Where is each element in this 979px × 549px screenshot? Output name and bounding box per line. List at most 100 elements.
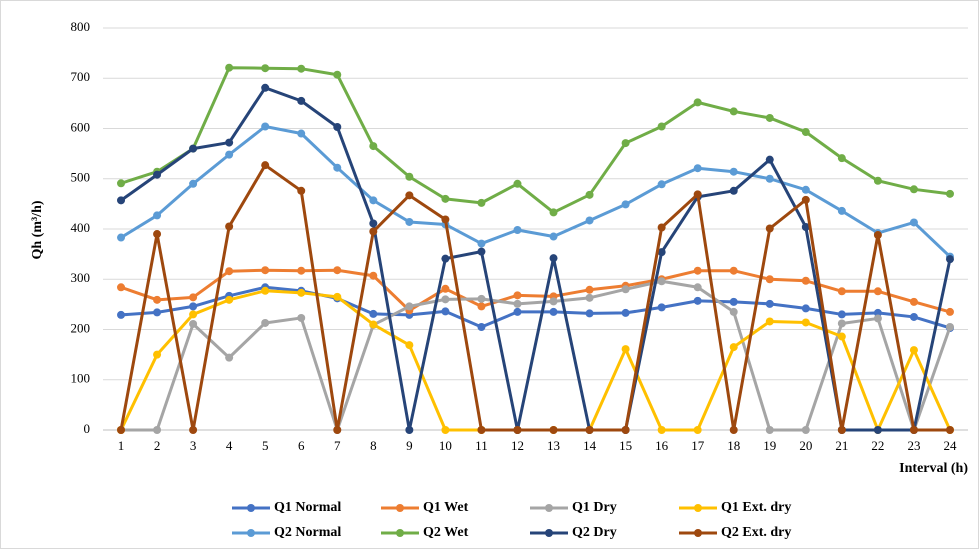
data-point: [117, 283, 126, 292]
data-point: [909, 346, 918, 355]
data-point: [369, 271, 378, 280]
data-point: [189, 179, 198, 188]
data-point: [549, 254, 558, 263]
data-point: [909, 185, 918, 194]
y-tick-label: 700: [71, 69, 91, 84]
data-point: [801, 185, 810, 194]
data-point: [585, 426, 594, 434]
data-point: [693, 266, 702, 275]
data-point: [765, 426, 774, 434]
data-point: [765, 224, 774, 233]
x-tick-label: 18: [727, 438, 740, 453]
legend-marker: [247, 504, 255, 512]
y-tick-label: 300: [71, 270, 91, 285]
x-tick-label: 8: [370, 438, 377, 453]
data-point: [765, 174, 774, 183]
data-point: [117, 179, 126, 188]
data-point: [225, 267, 234, 276]
data-point: [909, 297, 918, 306]
data-point: [117, 426, 126, 434]
data-point: [333, 122, 342, 131]
data-point: [405, 172, 414, 181]
data-point: [585, 309, 594, 318]
x-tick-label: 11: [475, 438, 488, 453]
data-point: [297, 96, 306, 105]
data-point: [657, 303, 666, 312]
x-tick-label: 24: [943, 438, 957, 453]
data-point: [333, 163, 342, 172]
data-point: [621, 139, 630, 148]
x-tick-label: 19: [763, 438, 776, 453]
data-point: [441, 284, 450, 293]
data-point: [477, 426, 486, 434]
data-point: [765, 275, 774, 284]
data-point: [909, 218, 918, 227]
data-point: [189, 426, 198, 434]
data-point: [621, 345, 630, 354]
data-point: [729, 343, 738, 352]
data-point: [585, 293, 594, 302]
data-point: [837, 319, 846, 328]
data-point: [297, 64, 306, 73]
data-point: [837, 426, 846, 434]
legend-label: Q1 Normal: [274, 500, 341, 515]
y-tick-label: 200: [71, 320, 91, 335]
legend-label: Q2 Normal: [274, 525, 341, 540]
y-tick-label: 600: [71, 119, 91, 134]
x-tick-label: 14: [583, 438, 597, 453]
data-point: [153, 211, 162, 220]
x-tick-label: 10: [439, 438, 452, 453]
data-point: [873, 176, 882, 185]
data-point: [729, 186, 738, 195]
data-point: [405, 426, 414, 434]
data-point: [477, 322, 486, 331]
data-point: [513, 179, 522, 188]
data-point: [873, 426, 882, 434]
data-point: [333, 426, 342, 434]
data-point: [945, 426, 954, 434]
data-point: [441, 307, 450, 316]
data-point: [261, 161, 270, 170]
legend-marker: [396, 504, 404, 512]
y-axis-title: Qh (m³/h): [30, 200, 45, 259]
data-point: [477, 198, 486, 207]
data-point: [657, 426, 666, 434]
data-point: [693, 98, 702, 107]
series-line: [119, 163, 950, 432]
data-point: [369, 142, 378, 151]
data-point: [873, 308, 882, 317]
data-point: [441, 194, 450, 203]
data-point: [153, 295, 162, 304]
data-point: [261, 64, 270, 73]
x-tick-label: 23: [907, 438, 920, 453]
data-point: [549, 426, 558, 434]
data-point: [513, 291, 522, 300]
data-point: [405, 191, 414, 200]
data-point: [333, 292, 342, 301]
y-tick-label: 500: [71, 170, 91, 185]
series-line: [120, 66, 951, 214]
data-point: [693, 164, 702, 173]
x-tick-label: 2: [154, 438, 161, 453]
data-point: [261, 318, 270, 327]
data-point: [225, 295, 234, 304]
data-point: [801, 318, 810, 327]
data-point: [117, 233, 126, 242]
data-point: [657, 277, 666, 286]
x-tick-label: 9: [406, 438, 413, 453]
data-point: [657, 248, 666, 257]
data-point: [189, 293, 198, 302]
data-point: [225, 63, 234, 72]
data-point: [297, 186, 306, 195]
y-tick-label: 400: [71, 220, 91, 235]
legend-label: Q2 Ext. dry: [721, 525, 791, 540]
data-point: [657, 180, 666, 189]
legend-marker: [694, 504, 702, 512]
data-point: [153, 308, 162, 317]
data-point: [873, 287, 882, 296]
data-point: [909, 426, 918, 434]
data-point: [189, 302, 198, 311]
data-point: [153, 170, 162, 179]
data-point: [225, 353, 234, 362]
